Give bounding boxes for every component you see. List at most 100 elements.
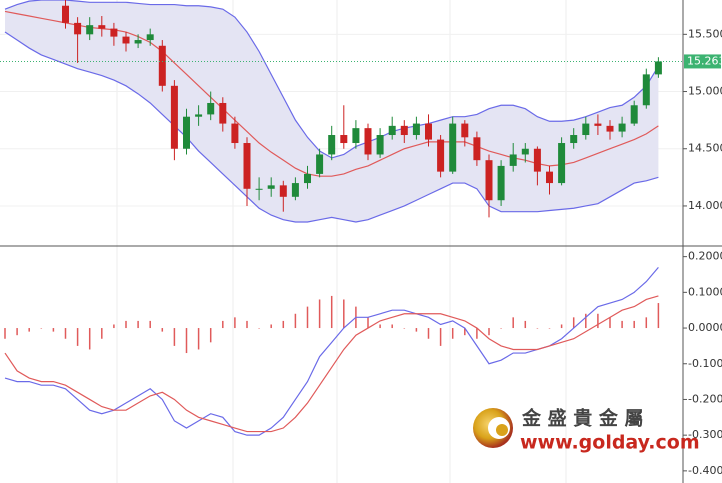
y-tick-label: 0.2000 bbox=[688, 250, 722, 263]
histogram-bar bbox=[258, 328, 260, 329]
candle-body bbox=[437, 139, 445, 172]
histogram-bar bbox=[28, 328, 30, 332]
candle-body bbox=[328, 135, 336, 155]
histogram-bar bbox=[391, 324, 393, 329]
histogram-bar bbox=[76, 328, 79, 346]
candle-body bbox=[122, 36, 130, 44]
histogram-bar bbox=[270, 324, 272, 329]
band-fill bbox=[5, 0, 659, 222]
macd-line bbox=[4, 295, 659, 433]
candle-body bbox=[376, 135, 384, 155]
y-tick-label: 14.000 bbox=[688, 199, 722, 212]
candle-body bbox=[195, 114, 203, 117]
y-tick-label: 15.500 bbox=[688, 27, 722, 40]
candle-body bbox=[291, 183, 299, 197]
candle-body bbox=[630, 105, 638, 124]
histogram-bar bbox=[173, 328, 176, 346]
histogram-bar bbox=[476, 328, 478, 339]
histogram-bar bbox=[101, 328, 103, 339]
candle-body bbox=[509, 154, 517, 166]
last-price-box bbox=[684, 54, 721, 69]
histogram-bar bbox=[464, 328, 466, 336]
histogram-bar bbox=[125, 320, 127, 329]
candle-body bbox=[594, 123, 602, 126]
candle-body bbox=[388, 125, 396, 136]
histogram-bar bbox=[137, 320, 139, 329]
candle-body bbox=[279, 185, 287, 197]
candle-body bbox=[86, 25, 94, 35]
histogram-bar bbox=[548, 328, 551, 329]
candle-body bbox=[364, 128, 372, 155]
candle-body bbox=[98, 25, 106, 29]
candle-body bbox=[231, 123, 239, 144]
candle-body bbox=[558, 143, 566, 184]
candle-body bbox=[606, 125, 614, 132]
candle-body bbox=[267, 185, 275, 189]
candle-body bbox=[158, 45, 166, 86]
histogram-bar bbox=[560, 324, 563, 329]
band-line bbox=[4, 31, 659, 223]
histogram-bar bbox=[657, 303, 660, 329]
candle-body bbox=[219, 102, 227, 124]
candle-body bbox=[618, 123, 626, 132]
candle-body bbox=[412, 123, 420, 136]
candle-body bbox=[533, 148, 541, 172]
candle-body bbox=[497, 165, 505, 201]
candle-body bbox=[183, 116, 190, 149]
histogram-bar bbox=[4, 328, 6, 339]
histogram-bar bbox=[209, 328, 212, 343]
histogram-bar bbox=[343, 299, 345, 329]
candle-body bbox=[521, 148, 529, 155]
histogram-bar bbox=[621, 320, 623, 329]
candle-body bbox=[255, 188, 263, 190]
histogram-bar bbox=[379, 324, 381, 329]
histogram-bar bbox=[197, 328, 200, 350]
candle-body bbox=[316, 154, 324, 174]
candle-body bbox=[400, 125, 408, 136]
candle-body bbox=[642, 74, 650, 106]
candle-body bbox=[473, 137, 481, 161]
histogram-bar bbox=[282, 320, 285, 329]
candle-body bbox=[243, 143, 251, 189]
y-tick-label: 15.000 bbox=[688, 85, 722, 98]
histogram-bar bbox=[246, 320, 248, 329]
histogram-bar bbox=[415, 328, 418, 332]
histogram-bar bbox=[185, 328, 188, 354]
candle-body bbox=[74, 22, 82, 35]
brand-name: 金 盛 貴 金 屬 bbox=[521, 407, 643, 430]
logo-dot bbox=[496, 424, 508, 436]
candle-body bbox=[654, 61, 662, 75]
candle-body bbox=[170, 85, 178, 149]
axes: 14.000 14.500 15.000 15.500 15.263 -0.4000 -0.… bbox=[683, 27, 722, 477]
histogram-bar bbox=[16, 328, 18, 336]
candle-body bbox=[110, 28, 118, 37]
candle-body bbox=[62, 5, 69, 23]
candle-body bbox=[340, 135, 348, 144]
candle-body bbox=[146, 34, 154, 41]
histogram-bar bbox=[149, 320, 151, 329]
last-price-label: 15.263 bbox=[687, 54, 722, 67]
histogram-bar bbox=[585, 313, 587, 329]
histogram-bar bbox=[64, 328, 67, 339]
histogram-bar bbox=[52, 328, 55, 332]
histogram-bar bbox=[572, 317, 575, 329]
histogram-bar bbox=[306, 306, 309, 329]
watermark: 金 盛 貴 金 屬 www.golday.com bbox=[473, 407, 700, 454]
y-tick-label: 14.500 bbox=[688, 142, 722, 155]
histogram-bar bbox=[500, 328, 502, 329]
candle-body bbox=[582, 123, 590, 136]
candle-body bbox=[570, 135, 578, 144]
candle-body bbox=[207, 102, 215, 115]
histogram-bar bbox=[427, 328, 430, 339]
histogram-bar bbox=[40, 328, 43, 329]
candle-body bbox=[485, 160, 493, 201]
histogram-bar bbox=[609, 317, 611, 329]
histogram-bar bbox=[88, 328, 91, 350]
histogram-bar bbox=[597, 313, 599, 329]
histogram-bar bbox=[222, 320, 224, 329]
histogram-bar bbox=[113, 324, 115, 329]
